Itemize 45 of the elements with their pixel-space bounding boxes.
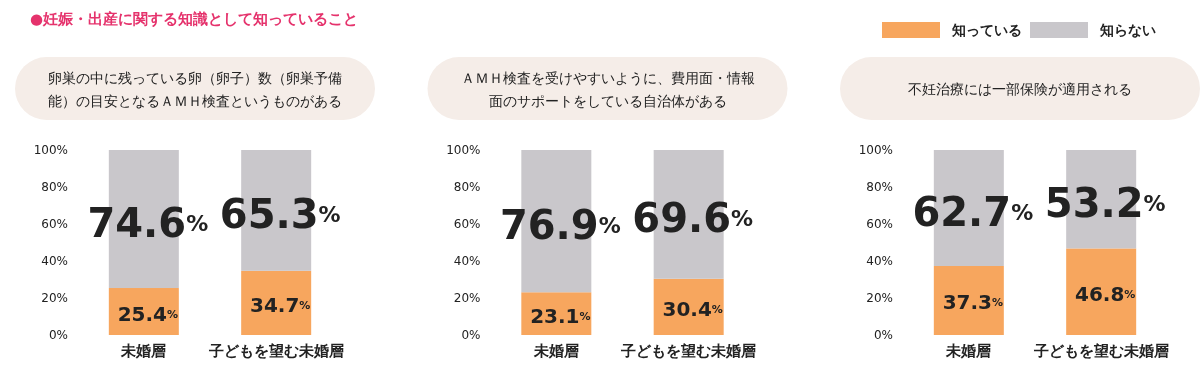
data-label: 69.6% <box>632 195 754 242</box>
y-tick-label: 40% <box>866 254 893 268</box>
y-tick-label: 60% <box>41 217 68 231</box>
legend-label: 知らない <box>1099 22 1156 38</box>
y-tick-label: 0% <box>48 328 68 342</box>
data-label: 65.3% <box>219 191 341 238</box>
data-label: 30.4% <box>662 296 723 321</box>
y-tick-label: 100% <box>858 143 893 157</box>
data-label: 76.9% <box>499 202 621 249</box>
y-tick-label: 80% <box>41 180 68 194</box>
data-label: 46.8% <box>1074 281 1136 306</box>
data-label: 34.7% <box>249 292 311 317</box>
y-tick-label: 40% <box>41 254 68 268</box>
chart-subtitle: 不妊治療には一部保険が適用される <box>908 81 1132 97</box>
y-tick-label: 100% <box>33 143 68 157</box>
y-tick-label: 20% <box>866 291 893 305</box>
bar <box>1066 248 1137 335</box>
x-tick-label: 未婚層 <box>945 342 992 360</box>
data-label: 23.1% <box>530 303 591 328</box>
y-tick-label: 80% <box>866 180 893 194</box>
y-tick-label: 100% <box>446 143 481 157</box>
y-tick-label: 0% <box>873 328 893 342</box>
y-tick-label: 0% <box>461 328 481 342</box>
x-tick-label: 未婚層 <box>120 342 167 360</box>
chart-subtitle: ＡＭＨ検査を受けやすいように、費用面・情報面のサポートをしている自治体がある <box>460 69 755 109</box>
data-label: 74.6% <box>87 200 209 247</box>
chart-title: ●妊娠・出産に関する知識として知っていること <box>30 10 359 28</box>
data-label: 25.4% <box>117 301 179 326</box>
y-tick-label: 20% <box>41 291 68 305</box>
x-tick-label: 未婚層 <box>532 342 579 360</box>
bar <box>241 270 312 335</box>
y-tick-label: 60% <box>453 217 481 231</box>
data-label: 37.3% <box>942 290 1004 315</box>
bar <box>933 266 1004 335</box>
x-tick-label: 子どもを望む未婚層 <box>620 342 757 360</box>
y-tick-label: 40% <box>453 254 481 268</box>
data-label: 53.2% <box>1044 180 1166 227</box>
y-tick-label: 80% <box>453 180 481 194</box>
x-tick-label: 子どもを望む未婚層 <box>1032 342 1169 360</box>
legend-label: 知っている <box>951 22 1022 38</box>
data-label: 62.7% <box>912 189 1034 235</box>
y-tick-label: 60% <box>866 217 893 231</box>
x-tick-label: 子どもを望む未婚層 <box>207 342 344 360</box>
y-tick-label: 20% <box>453 291 481 305</box>
chart-subtitle: 卵巣の中に残っている卵（卵子）数（卵巣予備能）の目安となるＡＭＨ検査というものがある <box>48 69 342 109</box>
